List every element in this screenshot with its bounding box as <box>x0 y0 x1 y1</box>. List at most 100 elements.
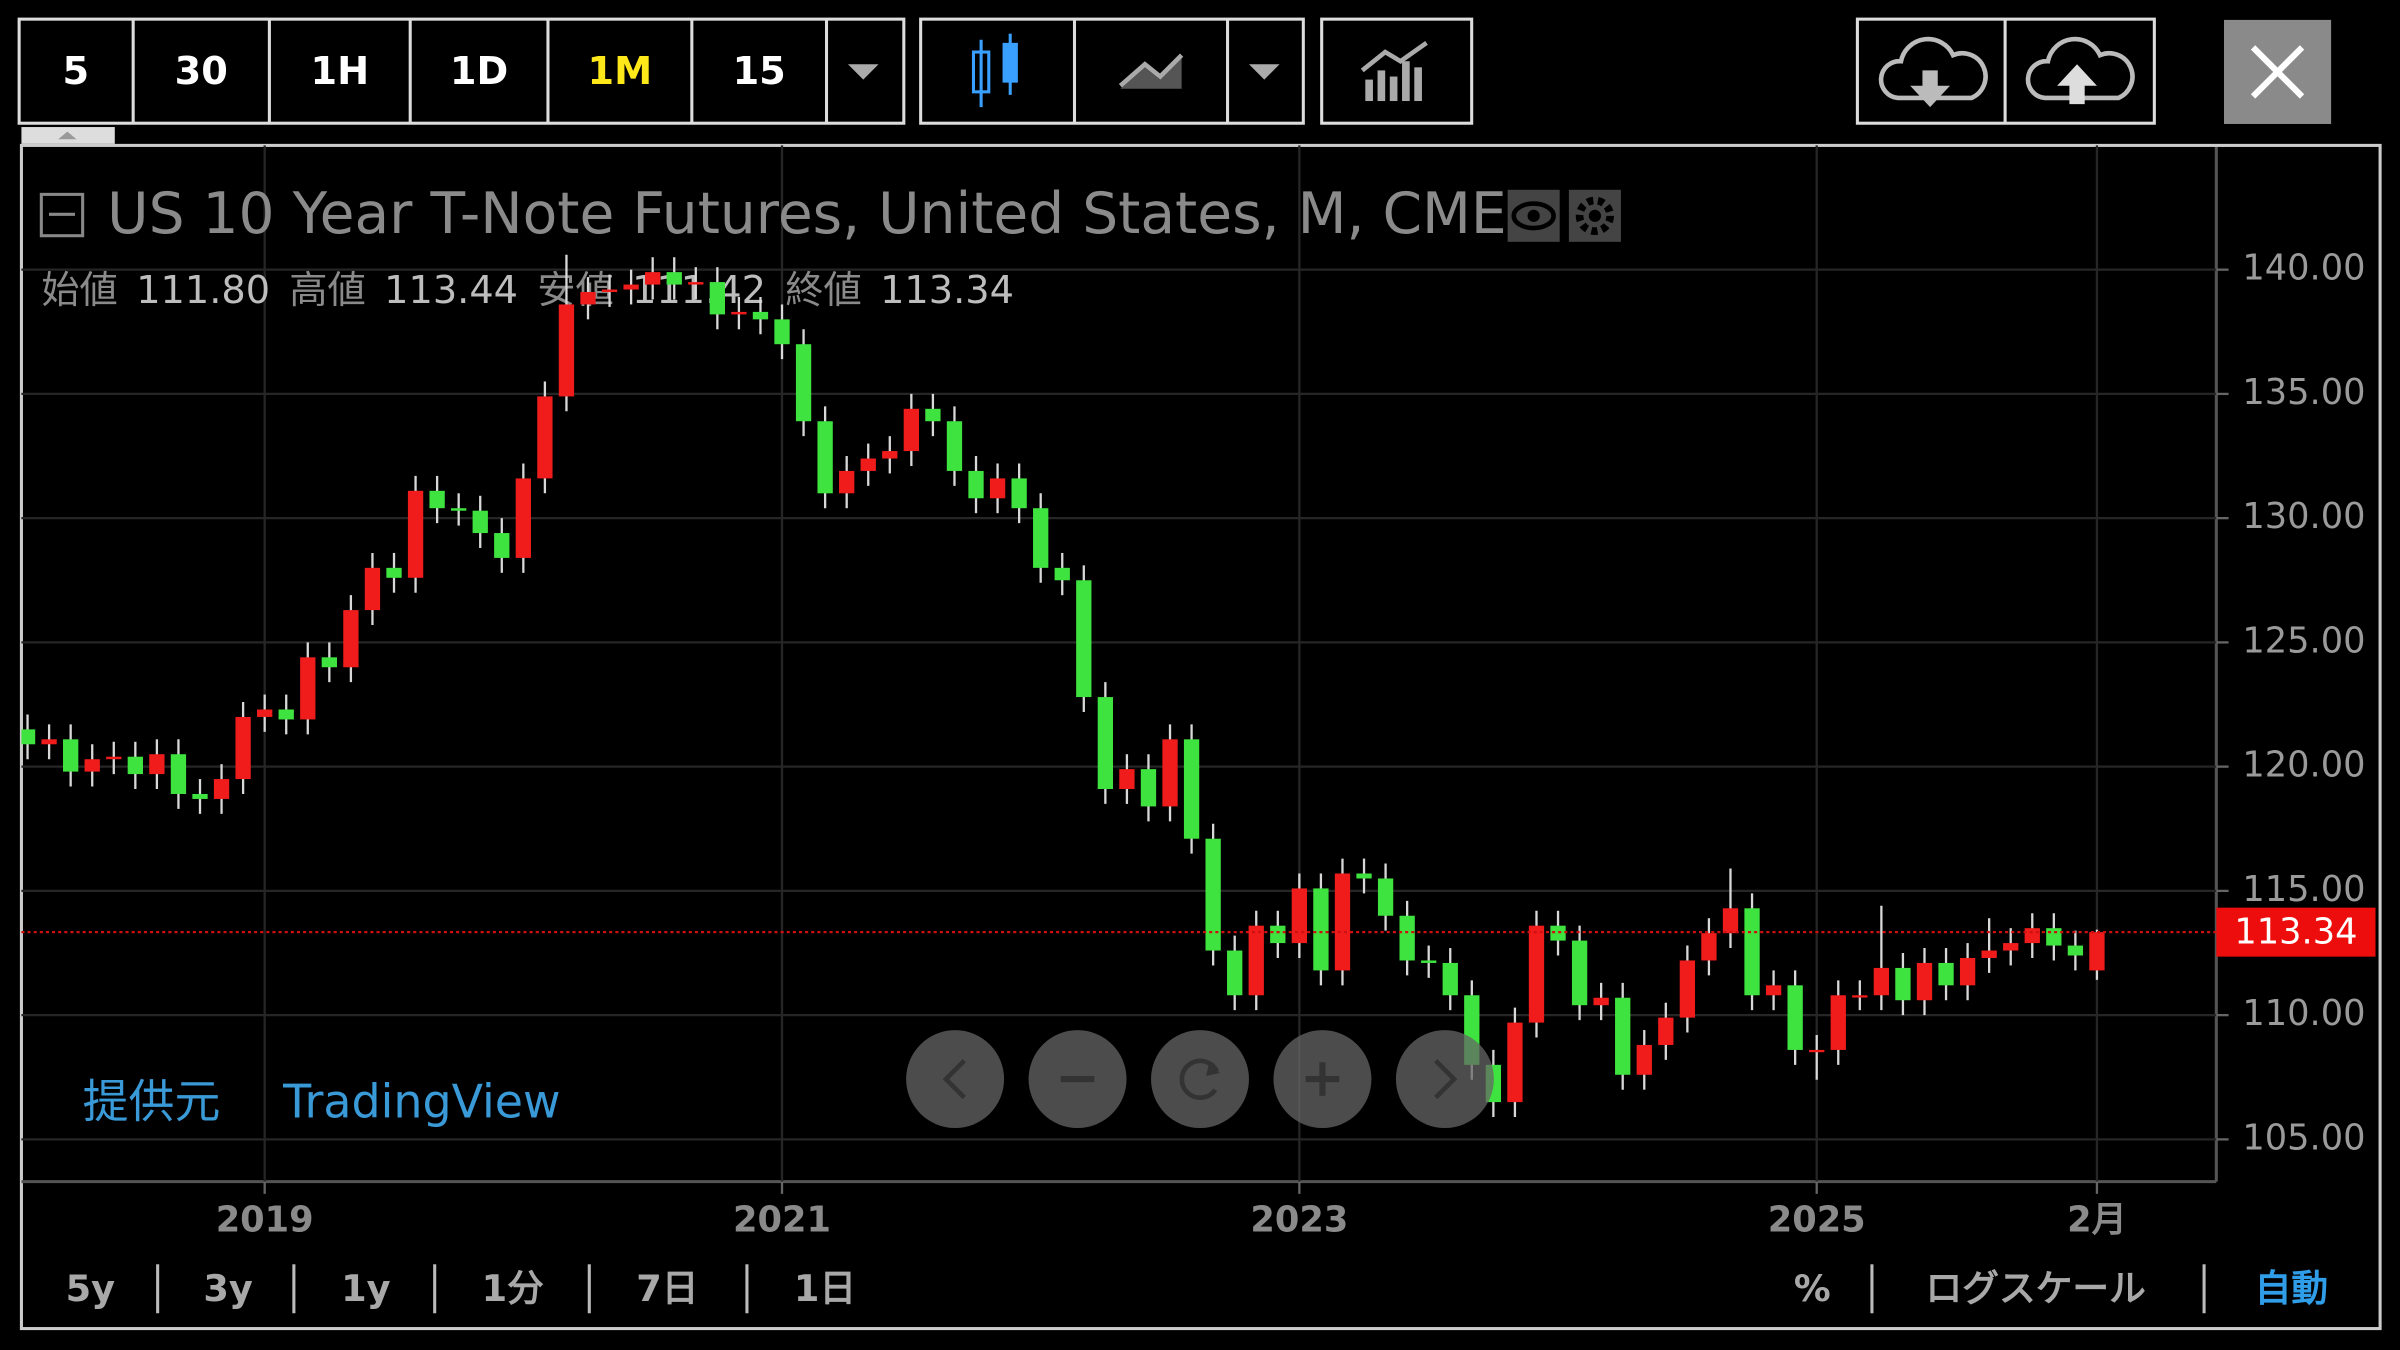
candle-body <box>429 490 445 509</box>
bottom-bar: 5y 3y 1y 1分 7日 1日% ログスケール 自動 <box>66 1264 2328 1314</box>
candle-body <box>1076 580 1092 698</box>
source-name[interactable]: TradingView <box>282 1075 560 1129</box>
candle-body <box>2003 943 2019 951</box>
candle-body <box>752 311 769 320</box>
nav-left-button[interactable] <box>906 1030 1005 1129</box>
candle-body <box>989 478 1006 499</box>
chart-style-group <box>919 17 1305 125</box>
style-dropdown[interactable] <box>1248 64 1280 80</box>
candle-body <box>343 610 359 668</box>
candle-body <box>1895 967 1911 1001</box>
reset-button[interactable] <box>1151 1030 1249 1129</box>
candle-body <box>386 567 402 578</box>
candle-body <box>688 282 704 285</box>
scale-option[interactable]: ログスケール <box>1926 1267 2146 1310</box>
candle-body <box>537 396 553 479</box>
ohlc-value: 113.34 <box>880 268 1014 313</box>
range-button[interactable]: 1日 <box>794 1267 856 1310</box>
candle-body <box>1356 873 1372 879</box>
candle-body <box>84 759 100 772</box>
cloud-group <box>1855 17 2156 125</box>
candle-body <box>364 567 381 611</box>
candle-body <box>795 344 812 422</box>
candle-body <box>407 490 424 578</box>
ohlc-value: 113.44 <box>384 268 518 313</box>
candle-body <box>2089 932 2105 971</box>
candle-body <box>882 451 898 459</box>
candle-body <box>451 508 467 511</box>
zoom-in-button[interactable] <box>1273 1030 1372 1129</box>
y-tick-label: 135.00 <box>2242 372 2365 413</box>
ohlc-label: 始値 <box>41 268 118 313</box>
x-tick-label: 2月 <box>2067 1199 2127 1240</box>
candle-style-button[interactable] <box>971 33 1018 108</box>
range-button[interactable]: 7日 <box>636 1267 698 1310</box>
range-button[interactable]: 3y <box>203 1267 253 1310</box>
y-tick-label: 130.00 <box>2242 496 2365 537</box>
candle-body <box>1205 838 1221 951</box>
candle-body <box>860 458 876 471</box>
interval-dropdown[interactable] <box>847 64 879 80</box>
cloud-upload-button[interactable] <box>2025 36 2135 105</box>
candles <box>21 254 2105 1118</box>
candle-body <box>817 421 833 494</box>
interval-button[interactable]: 1H <box>310 49 369 94</box>
range-button[interactable]: 1分 <box>482 1267 545 1310</box>
candle-body <box>1593 997 1609 1006</box>
candle-body <box>321 657 337 668</box>
scroll-arrow <box>58 131 77 140</box>
indicator-button[interactable] <box>1360 40 1428 102</box>
settings-icon[interactable] <box>1568 189 1621 242</box>
candle-body <box>1313 888 1329 971</box>
candle-body <box>1636 1044 1652 1075</box>
candle-body <box>41 739 57 745</box>
candle-body <box>623 284 639 290</box>
collapse-icon[interactable] <box>39 192 85 238</box>
y-tick-label: 110.00 <box>2242 993 2365 1034</box>
zoom-out-button[interactable] <box>1028 1030 1127 1129</box>
candle-body <box>1399 915 1415 961</box>
eye-icon[interactable] <box>1507 189 1560 242</box>
last-price-tag <box>2216 907 2376 957</box>
ohlc-label: 高値 <box>289 268 366 313</box>
x-tick-label: 2021 <box>733 1199 831 1240</box>
scale-option[interactable]: 自動 <box>2255 1267 2328 1310</box>
candle-body <box>1528 925 1545 1023</box>
candle-body <box>1442 962 1458 996</box>
candle-body <box>1571 940 1588 1006</box>
candle-body <box>1421 960 1437 963</box>
candle-body <box>127 756 143 775</box>
candle-body <box>666 272 682 285</box>
candle-body <box>235 716 251 780</box>
interval-button[interactable]: 1M <box>588 49 653 94</box>
candle-body <box>21 729 36 745</box>
candle-body <box>1701 933 1717 961</box>
candle-body <box>300 657 316 720</box>
candle-body <box>601 289 618 293</box>
candle-body <box>1183 739 1200 839</box>
candle-body <box>1162 739 1178 807</box>
range-button[interactable]: 5y <box>66 1267 116 1310</box>
candle-body <box>1011 478 1027 509</box>
line-style-button[interactable] <box>1118 53 1184 89</box>
interval-button[interactable]: 15 <box>733 49 786 94</box>
candle-body <box>1873 967 1890 996</box>
nav-right-button[interactable] <box>1395 1030 1494 1129</box>
interval-button[interactable]: 1D <box>450 49 508 94</box>
close-button[interactable] <box>2223 19 2332 124</box>
y-tick-label: 120.00 <box>2242 745 2365 786</box>
range-button[interactable]: 1y <box>341 1267 391 1310</box>
interval-button[interactable]: 30 <box>175 49 228 94</box>
interval-button[interactable]: 5 <box>62 49 89 94</box>
candle-body <box>731 311 747 315</box>
scale-option[interactable]: % <box>1794 1267 1831 1310</box>
candle-body <box>213 779 230 799</box>
cloud-download-button[interactable] <box>1878 36 1988 108</box>
candle-body <box>278 709 294 720</box>
candle-body <box>645 272 661 285</box>
candle-body <box>257 709 273 717</box>
candle-body <box>1054 567 1070 581</box>
candle-body <box>192 793 208 799</box>
candle-body <box>63 739 79 772</box>
overlay: 113.34 <box>21 907 2376 957</box>
